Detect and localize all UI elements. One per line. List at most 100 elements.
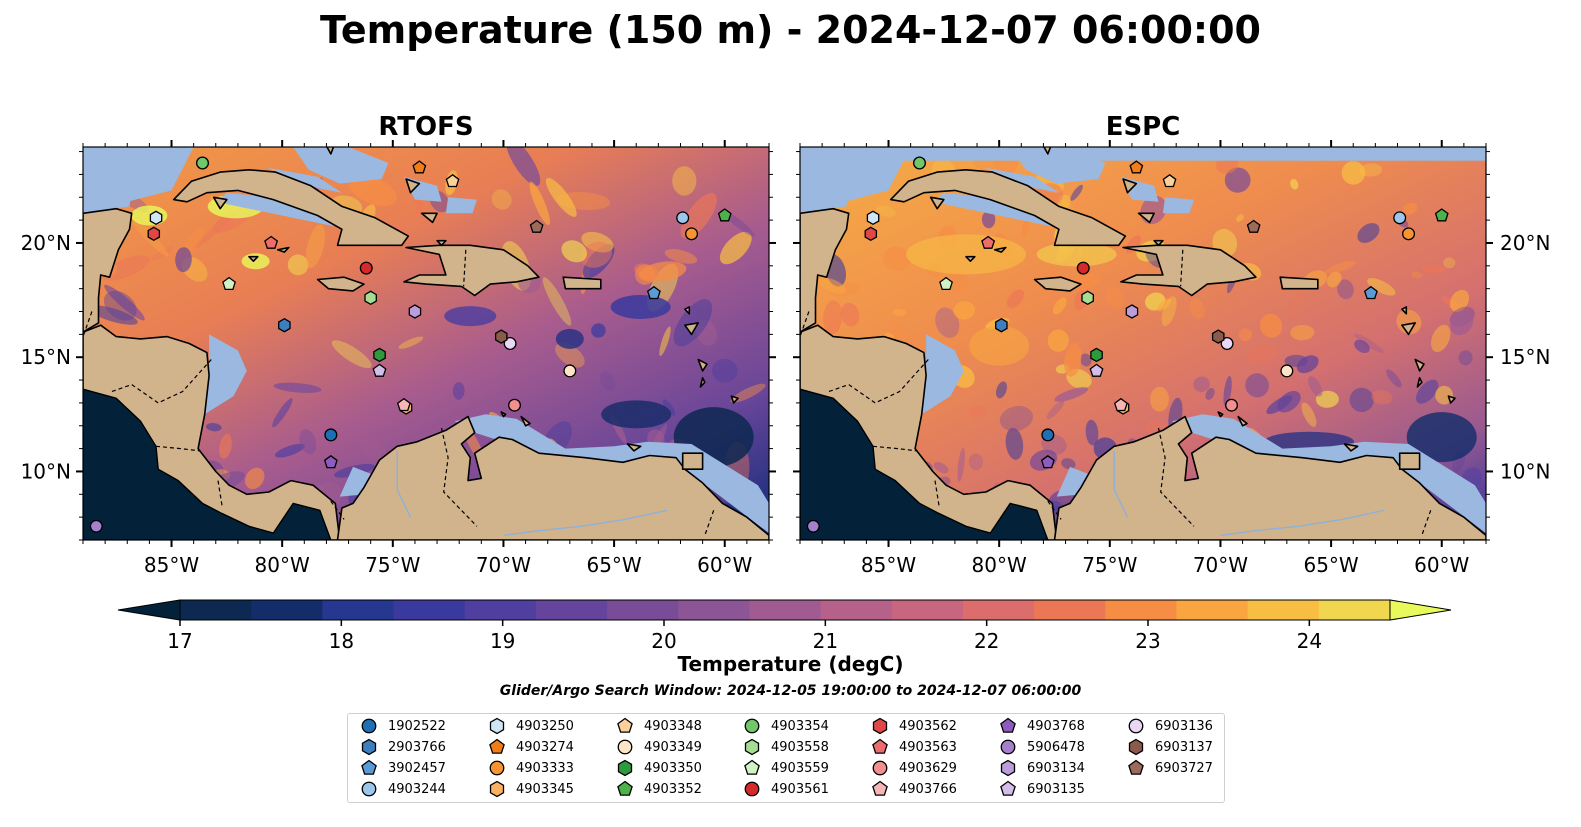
legend-label: 4903563 xyxy=(899,739,957,755)
legend-label: 3902457 xyxy=(388,760,446,776)
float-marker-4903274 xyxy=(1129,160,1144,174)
legend-marker-4903561 xyxy=(744,781,760,797)
lat-tick-label: 10°N xyxy=(21,459,71,483)
legend-marker-6903136 xyxy=(1128,718,1144,734)
float-marker-4903561 xyxy=(1076,261,1090,275)
legend-label: 4903562 xyxy=(899,718,957,734)
pentagon-marker-icon xyxy=(617,717,633,733)
colorbar-tick-label: 20 xyxy=(651,629,676,653)
lat-tick-label: 15°N xyxy=(21,345,71,369)
search-window-text: Glider/Argo Search Window: 2024-12-05 19… xyxy=(499,683,1082,699)
map-panel-espc: 85°W 80°W 75°W 70°W 65°W 60°W 10°N 15°N 20°N xyxy=(793,140,1550,577)
float-marker-2903766 xyxy=(278,317,291,333)
colorbar-segment xyxy=(1247,600,1320,620)
legend-label: 4903558 xyxy=(771,739,829,755)
lat-tick-label: 10°N xyxy=(1500,459,1550,483)
legend-marker-1902522 xyxy=(361,718,377,734)
circle-marker-icon xyxy=(361,718,377,734)
float-marker-6903135 xyxy=(372,363,387,377)
colorbar-segment xyxy=(1105,600,1177,620)
legend-item-4903562: 4903562 xyxy=(871,716,957,736)
colorbar-segment xyxy=(180,600,252,620)
legend-marker-4903766 xyxy=(872,780,888,796)
legend-item-5906478: 5906478 xyxy=(999,737,1085,757)
legend-label: 4903333 xyxy=(516,760,574,776)
circle-marker-icon xyxy=(872,760,888,776)
float-marker-2903766 xyxy=(995,317,1008,333)
float-marker-5906478 xyxy=(89,519,103,533)
float-marker-4903354 xyxy=(912,156,926,170)
float-marker-4903629 xyxy=(1225,398,1239,412)
legend-item-4903558: 4903558 xyxy=(743,737,829,757)
figure-title: Temperature (150 m) - 2024-12-07 06:00:0… xyxy=(319,8,1261,52)
colorbar-segment xyxy=(678,600,750,620)
float-marker-4903244 xyxy=(676,211,690,225)
legend-item-4903766: 4903766 xyxy=(871,779,957,799)
float-marker-6903136 xyxy=(503,336,517,350)
legend-item-4903345: 4903345 xyxy=(488,779,574,799)
panel-title-espc: ESPC xyxy=(1105,112,1181,142)
lon-tick-label: 60°W xyxy=(1414,553,1469,577)
legend-label: 2903766 xyxy=(388,739,446,755)
circle-marker-icon xyxy=(1128,718,1144,734)
colorbar-segment xyxy=(535,600,608,620)
pentagon-marker-icon xyxy=(361,759,377,775)
float-marker-4903563 xyxy=(264,235,279,249)
legend-item-6903136: 6903136 xyxy=(1127,716,1213,736)
legend-item-4903350: 4903350 xyxy=(616,758,702,778)
float-marker-6903727 xyxy=(529,219,544,233)
legend-label: 6903135 xyxy=(1027,781,1085,797)
legend-label: 4903352 xyxy=(644,781,702,797)
circle-marker-icon xyxy=(744,718,760,734)
float-marker-4903561 xyxy=(359,261,373,275)
float-marker-4903562 xyxy=(864,226,878,242)
legend-marker-6903135 xyxy=(1000,780,1016,796)
float-marker-4903352 xyxy=(717,208,732,222)
legend-marker-4903333 xyxy=(489,760,505,776)
legend-label: 4903250 xyxy=(516,718,574,734)
hexagon-marker-icon xyxy=(872,717,888,735)
colorbar-tick-label: 17 xyxy=(167,629,192,653)
float-marker-4903333 xyxy=(685,227,699,241)
legend-label: 6903134 xyxy=(1027,760,1085,776)
legend-item-4903349: 4903349 xyxy=(616,737,702,757)
float-marker-4903349 xyxy=(1280,364,1294,378)
pentagon-marker-icon xyxy=(1000,780,1016,796)
float-marker-4903766 xyxy=(396,397,411,412)
legend-item-4903250: 4903250 xyxy=(488,716,574,736)
circle-marker-icon xyxy=(1000,739,1016,755)
panel-title-rtofs: RTOFS xyxy=(378,112,474,142)
colorbar-segment xyxy=(464,600,537,620)
lon-tick-label: 85°W xyxy=(861,553,916,577)
legend-marker-6903137 xyxy=(1128,738,1144,756)
float-marker-1902522 xyxy=(324,428,338,442)
float-marker-4903348 xyxy=(445,173,460,188)
float-marker-6903136 xyxy=(1220,336,1234,350)
colorbar-segment xyxy=(962,600,1035,620)
legend-item-4903768: 4903768 xyxy=(999,716,1085,736)
legend-marker-4903352 xyxy=(617,780,633,796)
legend-marker-4903559 xyxy=(744,759,760,775)
legend-item-6903134: 6903134 xyxy=(999,758,1085,778)
circle-marker-icon xyxy=(489,760,505,776)
legend-label: 4903354 xyxy=(771,718,829,734)
colorbar-segment xyxy=(1034,600,1106,620)
float-marker-4903559 xyxy=(939,276,953,291)
legend-item-4903559: 4903559 xyxy=(743,758,829,778)
lon-tick-label: 60°W xyxy=(697,553,752,577)
lon-tick-label: 75°W xyxy=(1082,553,1137,577)
legend-item-2903766: 2903766 xyxy=(360,737,446,757)
legend-item-4903563: 4903563 xyxy=(871,737,957,757)
legend-label: 4903350 xyxy=(644,760,702,776)
lon-tick-label: 70°W xyxy=(476,553,531,577)
lat-tick-label: 15°N xyxy=(1500,345,1550,369)
legend-marker-4903348 xyxy=(617,717,633,733)
pentagon-marker-icon xyxy=(1000,717,1016,733)
float-marker-4903333 xyxy=(1402,227,1416,241)
float-marker-1902522 xyxy=(1041,428,1055,442)
legend-marker-3902457 xyxy=(361,759,377,775)
float-marker-6903134 xyxy=(1125,304,1139,319)
colorbar: 17 18 19 20 21 22 23 24 xyxy=(117,599,1452,653)
legend-item-4903333: 4903333 xyxy=(488,758,574,778)
pentagon-marker-icon xyxy=(872,780,888,796)
